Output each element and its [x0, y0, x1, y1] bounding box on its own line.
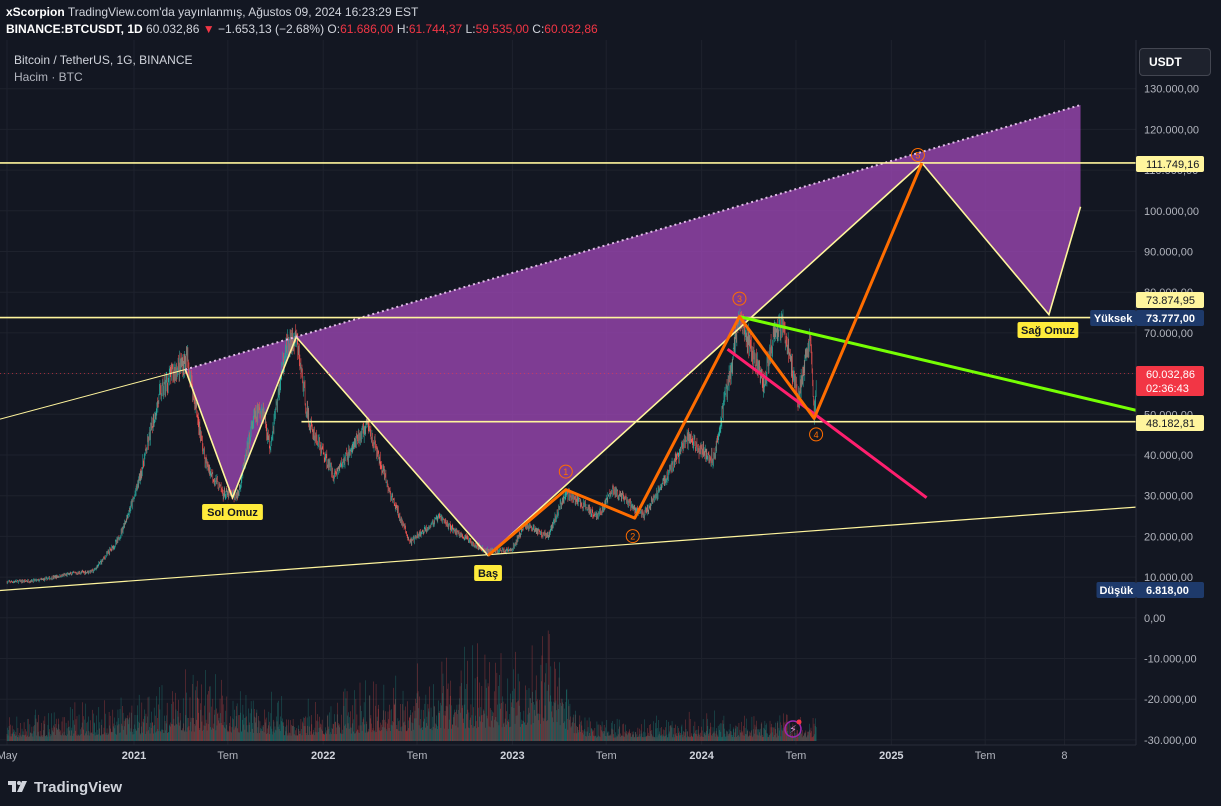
y-tick-label: 90.000,00 [1144, 247, 1193, 259]
x-tick-label: 2021 [122, 750, 146, 762]
volume-bars [6, 630, 817, 741]
price-tag-name-bg [1090, 310, 1136, 326]
symbol-label: BINANCE:BTCUSDT, 1D [6, 22, 143, 36]
close-value: 60.032,86 [544, 22, 598, 36]
y-tick-label: 40.000,00 [1144, 450, 1193, 462]
price-tag-name: Yüksek [1094, 313, 1133, 325]
y-tick-label: 120.000,00 [1144, 124, 1199, 136]
wave-marker [558, 464, 573, 479]
price-tag-name-bg [1096, 582, 1136, 598]
high-value: 61.744,37 [408, 22, 463, 36]
annotation-labels: 1 2 3 4 5 Sol Omuz Baş Sağ Omuz ⚡ [202, 147, 1079, 738]
wave-label: 4 [814, 430, 819, 440]
price-tag-bg [1136, 156, 1204, 172]
price-axis[interactable]: 130.000,00120.000,00110.000,00100.000,00… [1135, 40, 1199, 747]
notification-dot [796, 719, 802, 725]
x-tick-label: 8 [1061, 750, 1067, 762]
head-label-bg [474, 565, 502, 581]
x-tick-label: Tem [975, 750, 996, 762]
wave-label: 3 [737, 294, 742, 304]
x-tick-label: Tem [596, 750, 617, 762]
price-tag-name: Düşük [1099, 585, 1134, 597]
resistance-line [739, 315, 1136, 412]
high-label: H: [396, 22, 409, 36]
price-tag-bg [1136, 292, 1204, 308]
pattern-area [185, 104, 1081, 556]
wave-label: 1 [563, 467, 568, 477]
y-tick-label: -20.000,00 [1144, 694, 1197, 706]
wave-marker [910, 147, 925, 162]
x-tick-label: May [0, 750, 18, 762]
price-tag-bg [1136, 366, 1204, 396]
y-tick-label: 20.000,00 [1144, 531, 1193, 543]
publish-text: TradingView.com'da yayınlanmış, Ağustos … [67, 5, 419, 19]
low-label: L: [465, 22, 476, 36]
right-shoulder-label-bg [1017, 322, 1079, 338]
left-shoulder-label-bg [202, 504, 263, 520]
upper-trendline [185, 104, 1081, 371]
x-tick-label: Tem [407, 750, 428, 762]
down-arrow-icon: ▼ [202, 22, 215, 36]
x-tick-label: Tem [217, 750, 238, 762]
y-tick-label: -30.000,00 [1144, 735, 1197, 747]
author-name: xScorpion [6, 5, 65, 19]
series-legend[interactable]: Bitcoin / TetherUS, 1G, BINANCE [14, 53, 193, 67]
tradingview-logo[interactable]: TradingView [8, 779, 122, 796]
currency-button[interactable]: USDT [1139, 48, 1211, 76]
tradingview-wordmark: TradingView [34, 779, 123, 796]
wave-marker [732, 291, 747, 306]
price-tag-label: 73.874,95 [1146, 295, 1195, 307]
x-tick-label: 2024 [689, 750, 714, 762]
x-tick-label: 2022 [311, 750, 335, 762]
pattern-fill [185, 104, 1081, 556]
y-tick-label: 30.000,00 [1144, 491, 1193, 503]
wave-label: 2 [630, 532, 635, 542]
drawings-layer[interactable] [0, 104, 1136, 592]
price-tag-label: 48.182,81 [1146, 418, 1195, 430]
countdown-label: 02:36:43 [1146, 383, 1189, 395]
price-tag-bg [1136, 310, 1204, 326]
close-label: C: [532, 22, 545, 36]
upper-trendline-ext [0, 369, 186, 420]
flash-icon-ring [784, 720, 802, 738]
price-change: −1.653,13 (−2.68%) [217, 22, 325, 36]
x-tick-label: Tem [786, 750, 807, 762]
y-tick-label: 100.000,00 [1144, 206, 1199, 218]
y-tick-label: 0,00 [1144, 613, 1165, 625]
right-shoulder-label: Sağ Omuz [1021, 325, 1075, 337]
current-price: 60.032,86 [146, 22, 200, 36]
head-label: Baş [478, 568, 498, 580]
y-tick-label: 10.000,00 [1144, 572, 1193, 584]
x-tick-label: 2023 [500, 750, 524, 762]
price-tag-bg [1136, 415, 1204, 431]
low-value: 59.535,00 [475, 22, 529, 36]
wave-marker [625, 529, 640, 544]
price-tag-label: 73.777,00 [1146, 313, 1195, 325]
y-tick-label: -10.000,00 [1144, 654, 1197, 666]
lower-trendline [0, 506, 1136, 592]
price-tag-label: 111.749,16 [1146, 159, 1199, 171]
publish-info: xScorpion TradingView.com'da yayınlanmış… [6, 5, 418, 19]
y-tick-label: 70.000,00 [1144, 328, 1193, 340]
time-axis[interactable]: May 2021 Tem 2022 Tem 2023 Tem 2024 Tem 2025 Tem 8 [0, 744, 1136, 762]
volume-legend[interactable]: Hacim · BTC [14, 70, 83, 84]
open-value: 61.686,00 [340, 22, 394, 36]
left-shoulder-label: Sol Omuz [207, 507, 258, 519]
ohlc-header: BINANCE:BTCUSDT, 1D 60.032,86 ▼ −1.653,1… [6, 22, 598, 36]
x-tick-label: 2025 [879, 750, 903, 762]
price-tag-label: 6.818,00 [1146, 585, 1189, 597]
open-label: O: [327, 22, 341, 36]
tradingview-logo-icon [8, 781, 27, 792]
price-tags: 111.749,16 73.874,95 73.777,00 Yüksek 60.032… [1090, 156, 1204, 598]
price-tag-label: 60.032,86 [1146, 369, 1195, 381]
elliott-wave [487, 162, 924, 557]
price-tag-bg [1136, 582, 1204, 598]
wave-marker [809, 427, 824, 442]
flash-icon: ⚡ [789, 724, 797, 736]
support-line [726, 347, 928, 499]
wave-label: 5 [915, 150, 920, 160]
y-tick-label: 130.000,00 [1144, 84, 1199, 96]
